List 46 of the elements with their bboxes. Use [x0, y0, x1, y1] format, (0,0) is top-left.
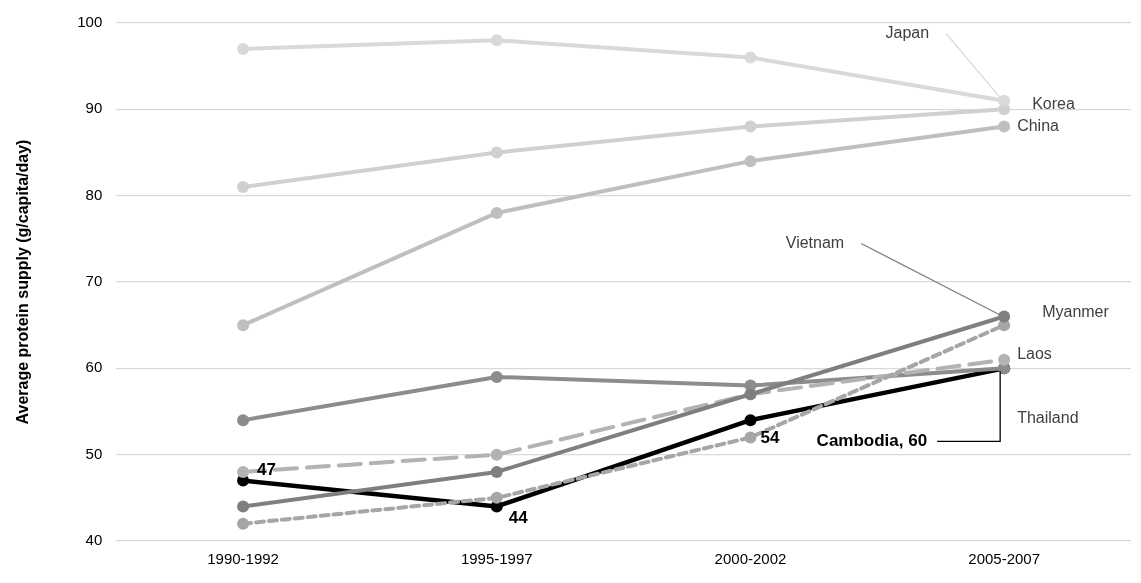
data-label: 54: [760, 427, 780, 447]
point: [490, 370, 503, 383]
y-tick-label: 40: [85, 531, 103, 549]
point: [237, 42, 250, 55]
point: [490, 491, 503, 504]
point: [998, 310, 1011, 323]
point: [490, 206, 503, 219]
point: [490, 448, 503, 461]
y-tick-label: 100: [77, 13, 103, 31]
point: [744, 120, 757, 133]
point: [998, 120, 1011, 133]
x-tick-label: 2005-2007: [968, 550, 1041, 568]
text: Vietnam: [785, 233, 845, 251]
x-tick-label: 1995-1997: [460, 550, 533, 568]
point: [998, 353, 1011, 366]
y-tick-label: 90: [85, 99, 103, 117]
x-tick-label: 1990-1992: [207, 550, 279, 568]
series-label: Korea: [1032, 94, 1075, 112]
series-label: China: [1017, 117, 1060, 135]
point: [237, 500, 250, 513]
y-tick-label: 60: [85, 358, 103, 376]
y-tick-label: 50: [85, 444, 103, 462]
y-tick-label: 80: [85, 185, 103, 203]
point: [490, 146, 503, 159]
text: Myanmer: [1042, 302, 1110, 320]
point: [237, 319, 250, 332]
point: [490, 465, 503, 478]
point: [744, 431, 757, 444]
point: [237, 414, 250, 427]
y-axis-title: Average protein supply (g/capita/day): [14, 139, 32, 425]
point: [490, 34, 503, 47]
point: [998, 94, 1011, 107]
x-tick-label: 2000-2002: [714, 550, 787, 568]
point: [744, 155, 757, 168]
point: [744, 414, 757, 427]
point: [237, 517, 250, 530]
point: [237, 181, 250, 194]
data-label: 47: [257, 460, 276, 480]
text: Thailand: [1017, 408, 1079, 426]
data-label: 44: [508, 508, 529, 528]
series-label: Laos: [1017, 345, 1052, 363]
text: Japan: [885, 24, 930, 42]
point: [744, 51, 757, 64]
series-label: Cambodia, 60: [816, 431, 928, 451]
y-tick-label: 70: [85, 272, 103, 290]
point: [237, 465, 250, 478]
